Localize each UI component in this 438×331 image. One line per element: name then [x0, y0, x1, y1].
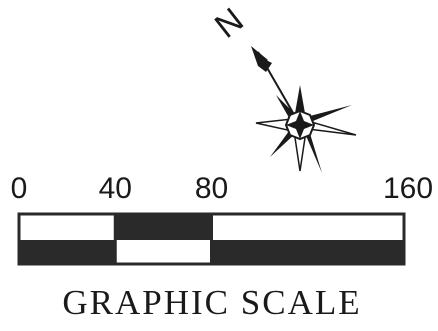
north-arrow-compass-rose-icon [251, 46, 357, 173]
scale-tick-label: 40 [99, 172, 132, 205]
north-label: N [208, 1, 251, 46]
scale-segment-top-1 [115, 214, 212, 240]
scale-segment-bottom-0 [19, 240, 116, 264]
scale-tick-labels: 0 40 80 160 [11, 172, 433, 205]
scale-bar [17, 212, 406, 266]
scale-tick-label: 0 [11, 172, 28, 205]
scale-segment-bottom-2 [211, 240, 404, 264]
scale-tick-label: 160 [383, 172, 433, 205]
scale-caption: GRAPHIC SCALE [62, 283, 361, 322]
scale-tick-label: 80 [195, 172, 228, 205]
north-arrow: N [208, 1, 357, 173]
scale-segment-top-2 [211, 214, 404, 240]
scale-segment-bottom-1 [115, 240, 212, 264]
scale-segment-top-0 [19, 214, 116, 240]
